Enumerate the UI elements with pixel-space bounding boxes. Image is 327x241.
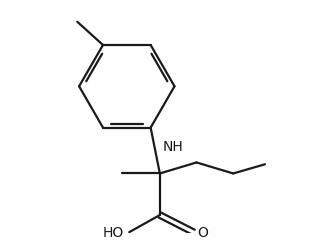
Text: NH: NH xyxy=(163,141,183,154)
Text: HO: HO xyxy=(103,226,124,240)
Text: O: O xyxy=(198,226,209,240)
